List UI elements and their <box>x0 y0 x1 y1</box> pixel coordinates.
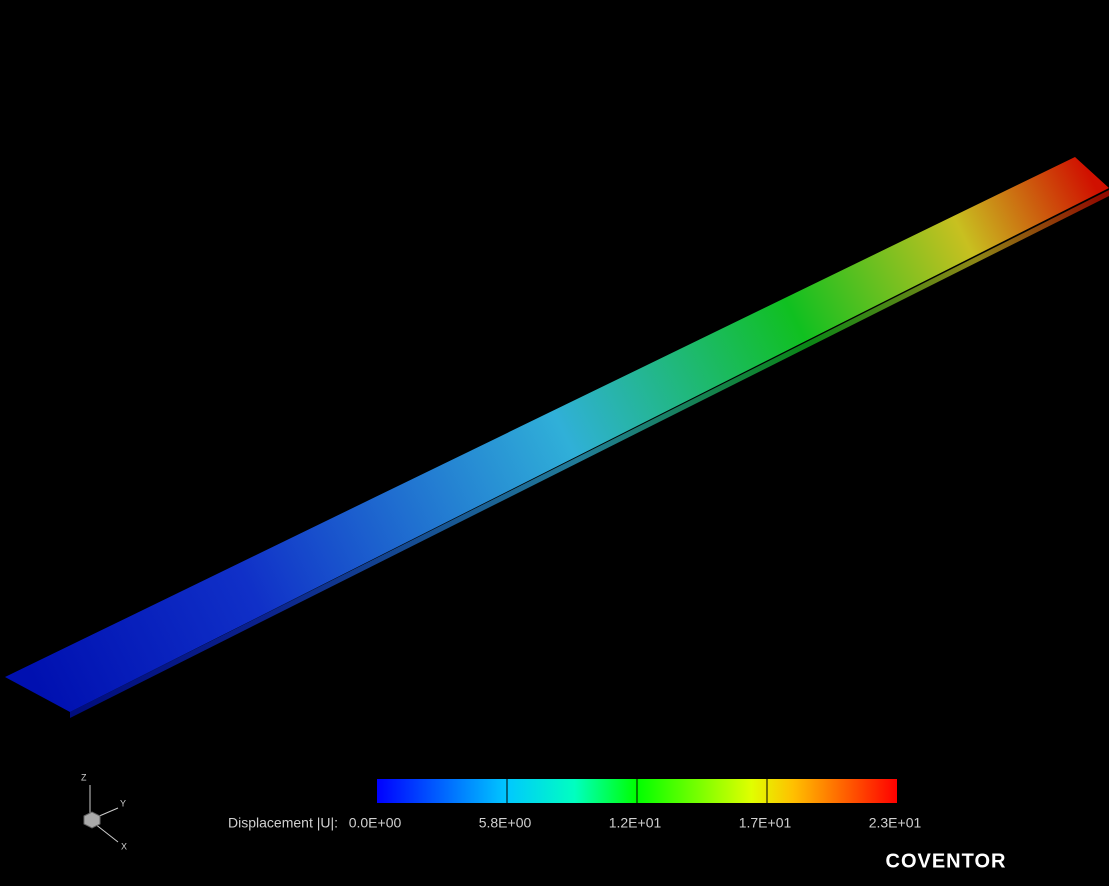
brand: COVENTOR <box>886 850 1007 872</box>
axis-x: X <box>121 841 127 851</box>
colorbar-tick: 1.7E+01 <box>739 815 792 831</box>
beam <box>5 157 1109 712</box>
colorbar-tick: 0.0E+00 <box>349 815 402 831</box>
colorbar-tick: 2.3E+01 <box>869 815 922 831</box>
beam-side <box>70 190 1109 718</box>
viewport: Z Y X Displacement |U|: COVENTOR 0.0E+00… <box>0 0 1109 886</box>
colorbar-tick: 5.8E+00 <box>479 815 532 831</box>
colorbar-tick: 1.2E+01 <box>609 815 662 831</box>
axis-y: Y <box>120 798 126 808</box>
axis-z: Z <box>81 772 87 782</box>
colorbar-label: Displacement |U|: <box>228 815 338 831</box>
axis-triad <box>84 785 118 842</box>
